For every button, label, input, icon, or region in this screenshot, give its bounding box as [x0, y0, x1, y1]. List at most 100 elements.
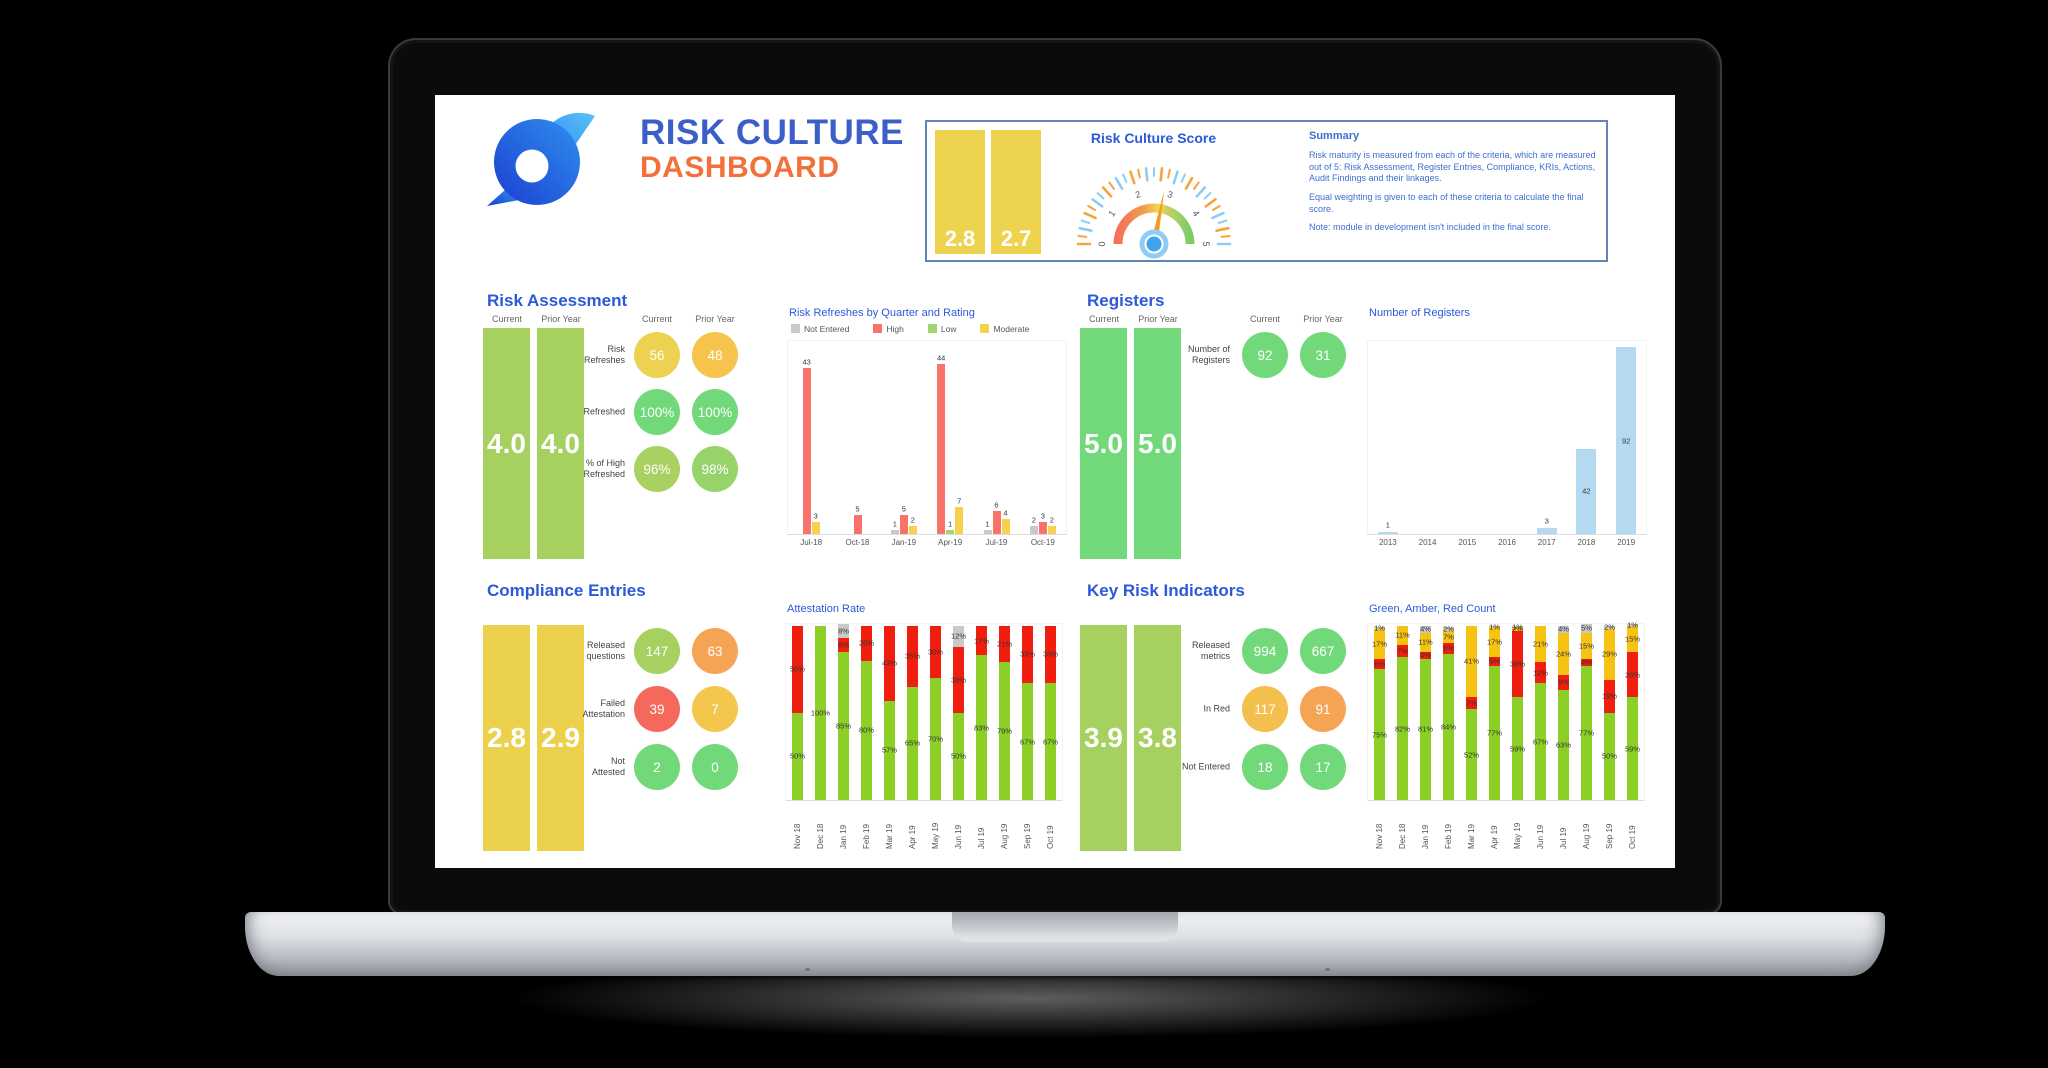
summary-paragraph: Equal weighting is given to each of thes…	[1309, 192, 1584, 214]
segment-value-label: 8%	[838, 640, 849, 650]
green-amber-red-segment	[1443, 653, 1454, 800]
segment-value-label: 12%	[1532, 668, 1549, 678]
green-amber-red-segment	[1558, 625, 1569, 633]
gauge-tick	[1096, 192, 1105, 200]
segment-value-label: 80%	[858, 725, 875, 735]
gauge-tick	[1184, 176, 1194, 190]
segment-value-label: 4%	[1558, 624, 1569, 634]
green-amber-red-segment	[1420, 632, 1431, 652]
risk-refreshes-bar	[899, 514, 908, 534]
segment-value-label: 41%	[1463, 656, 1480, 666]
attestation-rate-segment	[907, 686, 918, 800]
chart-green-amber-red: Green, Amber, Red Count 75% 6% 17% 1% Nov 18…	[1365, 603, 1655, 853]
laptop-lid-notch	[952, 912, 1178, 942]
segment-value-label: 1%	[1512, 622, 1523, 632]
stat-circle: 100%	[692, 389, 738, 435]
segment-value-label: 17%	[1486, 637, 1503, 647]
gauge-scale-label: 0	[1097, 241, 1107, 246]
attestation-rate-segment	[815, 625, 826, 800]
segment-value-label: 50%	[950, 751, 967, 761]
gauge-tick	[1172, 170, 1179, 185]
segment-value-label: 50%	[789, 664, 806, 674]
x-axis-label: Jun 19	[1535, 824, 1545, 849]
segment-value-label: 15%	[1578, 641, 1595, 651]
attestation-rate-segment	[953, 646, 964, 713]
segment-value-label: 35%	[904, 651, 921, 661]
green-amber-red-segment	[1535, 662, 1546, 684]
legend-item: Low	[927, 324, 956, 334]
segment-value-label: 75%	[1371, 730, 1388, 740]
attestation-rate-segment	[792, 625, 803, 713]
risk-refreshes-bar	[908, 526, 917, 534]
x-axis-label: Oct-19	[1030, 538, 1055, 547]
segment-value-label: 38%	[1509, 659, 1526, 669]
maturity-bar-current: 4.0	[483, 328, 530, 559]
score-panel-title: Risk Culture Score	[1090, 130, 1217, 146]
x-axis-label: 2017	[1537, 538, 1556, 547]
stat-label: Not Entered	[1181, 761, 1230, 772]
risk-refreshes-bar	[937, 364, 946, 534]
chart-title: Green, Amber, Red Count	[1369, 603, 1496, 615]
stat-circle: 92	[1242, 332, 1288, 378]
segment-value-label: 17%	[973, 636, 990, 646]
gauge-tick	[1215, 226, 1230, 232]
segment-value-label: 59%	[1624, 744, 1641, 754]
chart-title: Risk Refreshes by Quarter and Rating	[789, 307, 975, 319]
score-bar-prior: 2.7	[991, 130, 1041, 254]
segment-value-label: 11%	[1418, 637, 1433, 647]
segment-value-label: 7%	[1466, 698, 1477, 708]
stat-label: Risk Refreshes	[583, 343, 625, 365]
legend-swatch	[980, 324, 990, 333]
green-amber-red-segment	[1535, 625, 1546, 663]
attestation-rate-segment	[1045, 625, 1056, 684]
chart-attestation-rate: Attestation Rate 50% 50% Nov 18 100% Dec 18 8…	[783, 603, 1073, 853]
circle-header-prior: Prior Year	[695, 314, 735, 324]
x-axis-label: Oct-18	[845, 538, 870, 547]
x-axis-label: 2014	[1418, 538, 1437, 547]
gauge-tick	[1144, 167, 1149, 182]
segment-value-label: 24%	[1555, 649, 1572, 659]
bar-value-label: 1	[892, 519, 897, 529]
gauge-tick	[1204, 198, 1217, 208]
gauge-tick	[1114, 176, 1124, 190]
gauge-tick	[1122, 173, 1128, 183]
green-amber-red-segment	[1627, 651, 1638, 698]
green-amber-red-segment	[1489, 657, 1500, 666]
gauge-tick	[1129, 170, 1136, 185]
laptop-base	[245, 912, 1885, 976]
segment-value-label: 63%	[1555, 740, 1572, 750]
green-amber-red-segment	[1374, 627, 1385, 630]
stat-circle: 18	[1242, 744, 1288, 790]
segment-value-label: 83%	[973, 723, 990, 733]
bar-value-label: 2	[1031, 515, 1036, 525]
gauge-tick	[1137, 168, 1141, 179]
stat-label: Released questions	[586, 639, 625, 661]
segment-value-label: 29%	[1601, 649, 1618, 659]
legend-item: High	[873, 324, 904, 334]
bar-value-label: 3	[1040, 511, 1045, 521]
laptop-mockup: RISK CULTURE DASHBOARD 2.8 2.7 Risk Cult…	[245, 38, 1885, 1068]
segment-value-label: 21%	[996, 639, 1013, 649]
plot-area: 1 2013 2014 2015 2016 3 2017 42 2018 92 2019	[1367, 340, 1647, 547]
gauge-arc	[1113, 203, 1195, 245]
gauge-tick	[1211, 211, 1225, 220]
green-amber-red-segment	[1627, 624, 1638, 626]
bar-header-current: Current	[491, 314, 522, 324]
stat-circle: 91	[1300, 686, 1346, 732]
risk-refreshes-bar	[1029, 526, 1038, 534]
segment-value-label: 81%	[1417, 724, 1434, 734]
stat-circle: 994	[1242, 628, 1288, 674]
x-axis-label: Apr-19	[938, 538, 963, 547]
stat-circle: 2	[634, 744, 680, 790]
dashboard: RISK CULTURE DASHBOARD 2.8 2.7 Risk Cult…	[435, 95, 1675, 868]
stat-label: Released metrics	[1191, 639, 1230, 661]
x-axis-label: Mar 19	[884, 824, 894, 849]
segment-value-label: 43%	[881, 658, 898, 668]
green-amber-red-segment	[1535, 683, 1546, 800]
gauge-tick	[1087, 205, 1097, 211]
score-bar-current: 2.8	[935, 130, 985, 254]
x-axis-label: 2019	[1617, 538, 1636, 547]
bar-value-label: 7	[957, 496, 962, 506]
x-axis-label: May 19	[930, 822, 940, 849]
stat-circle: 39	[634, 686, 680, 732]
